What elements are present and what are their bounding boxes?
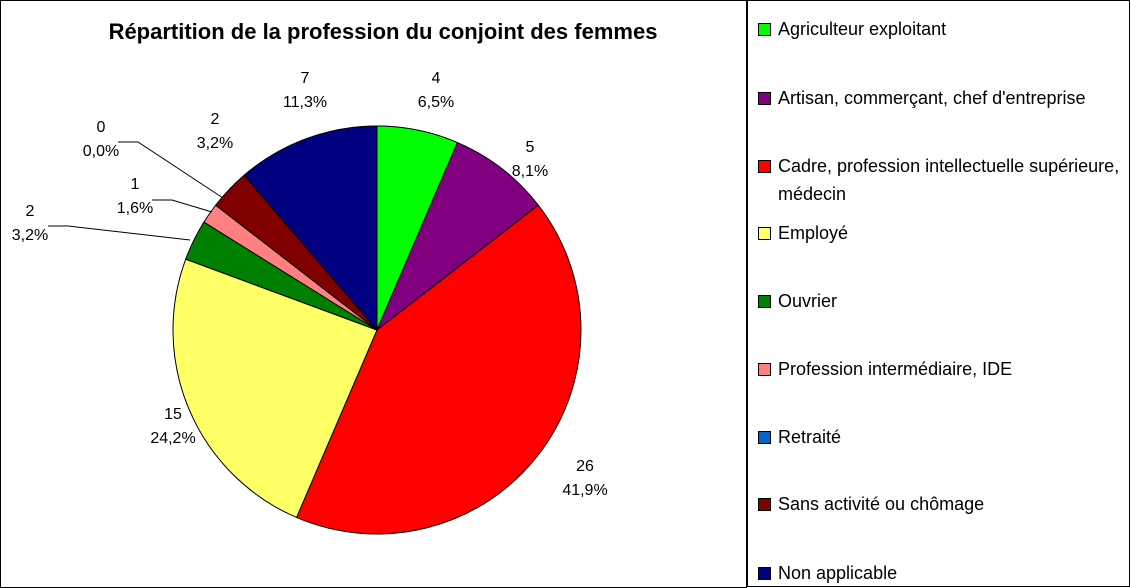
data-label: 2 — [26, 203, 35, 220]
data-label: 26 — [576, 458, 594, 475]
pie-slice — [172, 258, 378, 519]
legend-label: Non applicable — [778, 563, 898, 583]
data-label: 15 — [164, 406, 182, 423]
percent-label: 3,2% — [197, 135, 233, 152]
percent-label: 6,5% — [418, 94, 454, 111]
pie-slice — [375, 141, 540, 332]
legend-label: Artisan, commerçant, chef d'entreprise — [778, 88, 1086, 108]
legend-swatch — [758, 227, 771, 240]
percent-label: 3,2% — [12, 227, 48, 244]
legend: Agriculteur exploitant Artisan, commerçan… — [747, 0, 1130, 587]
percent-label: 1,6% — [117, 200, 153, 217]
legend-swatch — [758, 431, 771, 444]
pie-slice — [243, 125, 378, 332]
legend-label: Employé — [778, 223, 849, 243]
data-label: 2 — [211, 111, 220, 128]
legend-label: Sans activité ou chômage — [778, 494, 985, 514]
data-label: 0 — [97, 119, 106, 136]
legend-swatch — [758, 295, 771, 308]
data-label: 7 — [301, 70, 310, 87]
data-label: 4 — [432, 70, 441, 87]
legend-swatch — [758, 363, 771, 376]
percent-label: 41,9% — [562, 482, 607, 499]
percent-label: 0,0% — [83, 143, 119, 160]
chart-title: Répartition de la profession du conjoint… — [109, 19, 658, 44]
legend-swatch — [758, 160, 771, 173]
legend-label: Cadre, profession intellectuelle supérie… — [778, 156, 1120, 204]
legend-swatch — [758, 567, 771, 580]
legend-label: Agriculteur exploitant — [778, 19, 947, 39]
leader-line — [48, 225, 191, 241]
legend-label: Ouvrier — [778, 291, 838, 311]
legend-swatch — [758, 23, 771, 36]
legend-label: Retraité — [778, 427, 842, 447]
percent-label: 24,2% — [150, 430, 195, 447]
percent-label: 8,1% — [512, 163, 548, 180]
data-label: 1 — [131, 176, 140, 193]
legend-label: Profession intermédiaire, IDE — [778, 359, 1013, 379]
pie-slice — [295, 204, 582, 535]
leader-line — [118, 141, 227, 201]
data-label: 5 — [526, 139, 535, 156]
leader-line — [152, 199, 213, 213]
legend-swatch — [758, 92, 771, 105]
percent-label: 11,3% — [283, 94, 327, 111]
legend-swatch — [758, 498, 771, 511]
